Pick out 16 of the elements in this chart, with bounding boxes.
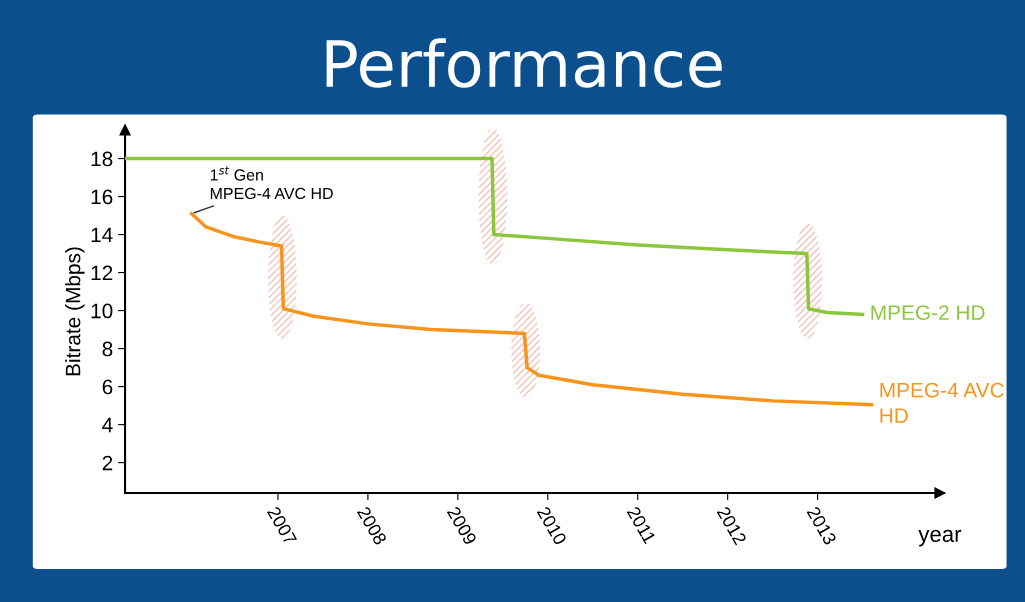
y-tick-label: 16 (91, 189, 113, 205)
series-label: MPEG-4 AVC HD (880, 382, 1004, 423)
y-axis-title: Bitrate (Mbps) (65, 247, 85, 376)
annotation: 1$^{st}$ Gen MPEG-4 AVC HD (210, 166, 333, 200)
y-tick-label: 2 (102, 455, 113, 471)
y-tick-label: 6 (102, 379, 113, 395)
x-axis-title: year (918, 529, 962, 547)
chart-title: Performance (326, 38, 722, 88)
y-tick-label: 4 (102, 417, 113, 433)
y-tick-label: 18 (91, 151, 113, 167)
y-tick-label: 12 (91, 265, 113, 281)
y-tick-label: 10 (91, 303, 113, 319)
y-tick-label: 14 (91, 227, 113, 243)
series-label: MPEG-2 HD (871, 305, 985, 320)
line-series (125, 156, 865, 317)
y-tick-label: 8 (102, 341, 113, 357)
